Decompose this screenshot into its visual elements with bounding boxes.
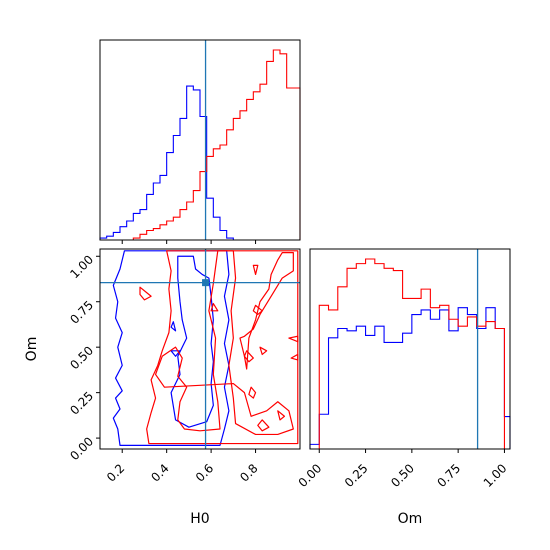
joint-y-tick-label: 0.75	[67, 298, 96, 327]
joint-y-tick-label: 1.00	[67, 252, 96, 281]
joint-y-tick-label: 0.50	[67, 343, 96, 372]
contour-series-2-level-11	[257, 419, 270, 432]
joint-y-tick-label: 0.00	[67, 434, 96, 463]
joint-x-ticks: 0.2 0.4 0.6 0.8	[104, 449, 261, 485]
joint-x-tick-label: 0.8	[237, 461, 260, 484]
om-histogram-x-tick-label: 0.50	[388, 461, 417, 490]
om-histogram-x-tick-label: 0.25	[342, 461, 371, 490]
joint-x-tick-label: 0.2	[104, 461, 127, 484]
x-axis-label-h0: H0	[190, 511, 209, 527]
contour-series-2-level-2	[154, 250, 294, 436]
contour-series-1-level-3	[170, 321, 177, 332]
joint-x-tick-label: 0.4	[148, 461, 171, 484]
contour-series-2-level-1	[146, 250, 299, 445]
joint-contours	[112, 250, 299, 446]
panel-h0-om-joint: 0.2 0.4 0.6 0.8 0.00 0.25 0.50 0.75 1.00 H0 Om	[24, 248, 301, 527]
contour-series-1-level-2	[170, 255, 214, 428]
om-histogram-x-tick-label: 1.00	[481, 461, 510, 490]
om-histogram-x-ticks: 0.00 0.25 0.50 0.75 1.00	[296, 449, 510, 490]
om-histogram-series	[309, 258, 511, 449]
om-histogram-x-tick-label: 0.75	[434, 461, 463, 490]
y-axis-label-om: Om	[24, 337, 40, 362]
contour-series-2-level-4	[139, 286, 152, 301]
joint-frame	[99, 248, 301, 450]
contour-series-1-level-4	[170, 350, 181, 357]
joint-truth-marker	[202, 279, 210, 287]
contour-series-2-level-6	[252, 304, 263, 316]
joint-y-ticks: 0.00 0.25 0.50 0.75 1.00	[67, 252, 100, 463]
h0-histogram-ticks	[121, 240, 257, 244]
x-axis-label-om: Om	[398, 511, 423, 527]
h0-histogram-frame	[99, 39, 301, 241]
contour-series-2-level-10	[248, 386, 257, 399]
om-histogram-series-1	[309, 307, 511, 449]
om-histogram-frame	[309, 248, 511, 450]
contour-series-2-level-13	[290, 353, 299, 361]
h0-histogram-series-2	[132, 49, 301, 240]
h0-histogram-series	[99, 49, 301, 240]
contour-series-2-level-12	[277, 410, 286, 421]
joint-y-tick-label: 0.25	[67, 389, 96, 418]
contour-series-2-level-3	[239, 252, 294, 370]
h0-histogram-series-1	[99, 85, 234, 240]
joint-x-tick-label: 0.6	[193, 461, 216, 484]
panel-h0-histogram	[99, 39, 301, 244]
contour-series-2-level-14	[288, 335, 299, 343]
contour-series-2-level-7	[252, 264, 259, 276]
om-histogram-series-2	[318, 258, 505, 449]
contour-series-2-level-5	[210, 302, 219, 312]
om-histogram-x-tick-label: 0.00	[296, 461, 325, 490]
contour-series-2-level-8	[243, 350, 254, 363]
panel-om-histogram: 0.00 0.25 0.50 0.75 1.00 Om	[296, 248, 511, 527]
contour-series-2-level-9	[259, 346, 268, 356]
